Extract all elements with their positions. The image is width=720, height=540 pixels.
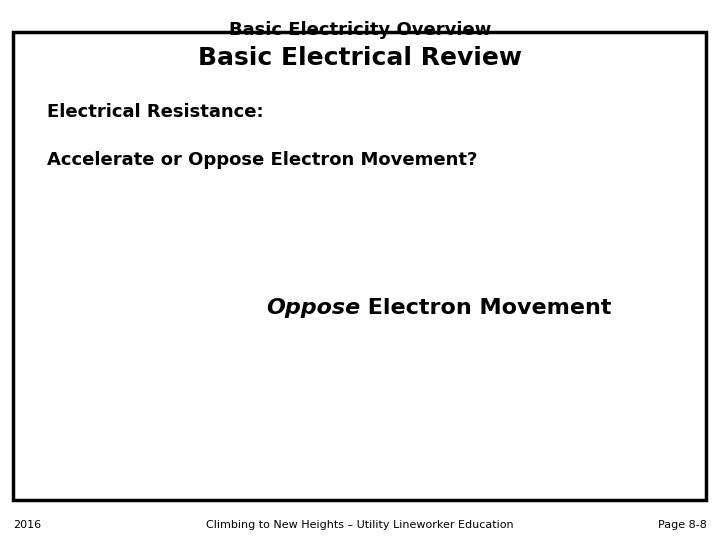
Text: Electrical Resistance:: Electrical Resistance:	[47, 103, 264, 120]
Text: Basic Electrical Review: Basic Electrical Review	[198, 46, 522, 70]
Text: Page 8-8: Page 8-8	[658, 520, 707, 530]
FancyBboxPatch shape	[13, 32, 706, 500]
Text: Electron Movement: Electron Movement	[360, 298, 611, 318]
Text: Climbing to New Heights – Utility Lineworker Education: Climbing to New Heights – Utility Linewo…	[206, 520, 514, 530]
Text: Basic Electricity Overview: Basic Electricity Overview	[229, 21, 491, 38]
Text: 2016: 2016	[13, 520, 41, 530]
Text: Accelerate or Oppose Electron Movement?: Accelerate or Oppose Electron Movement?	[47, 151, 477, 169]
Text: Oppose: Oppose	[266, 298, 360, 318]
